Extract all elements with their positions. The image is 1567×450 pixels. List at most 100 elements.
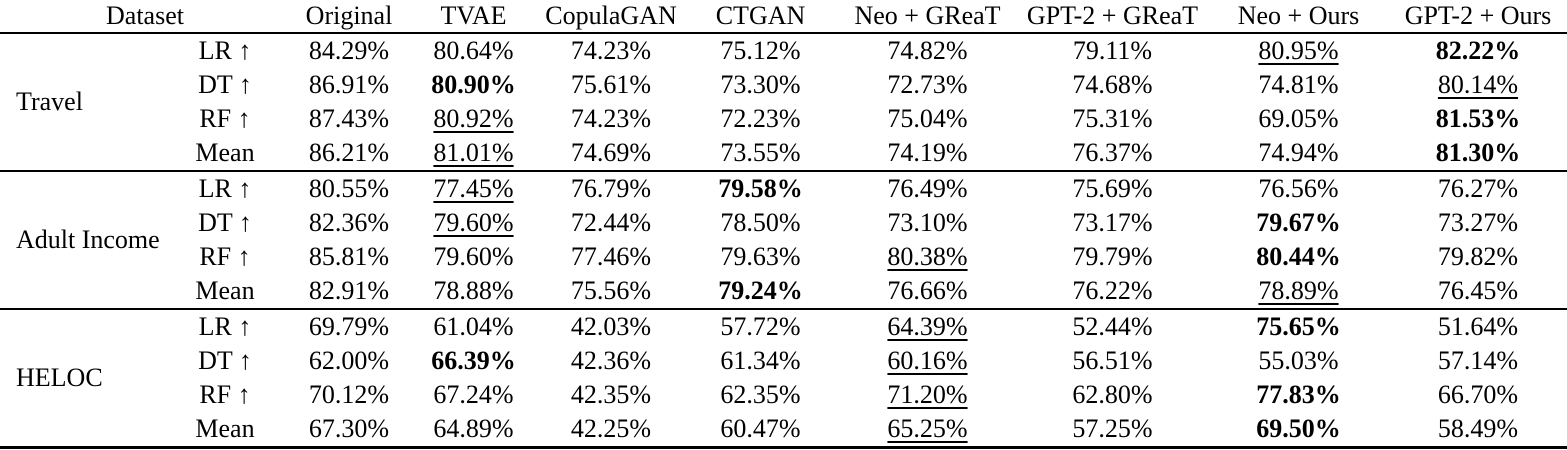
value-cell: 72.73% bbox=[887, 70, 968, 99]
value-cell-second-best: 77.45% bbox=[408, 170, 539, 206]
value-cell: 42.25% bbox=[570, 414, 652, 443]
value-cell: 75.61% bbox=[570, 70, 652, 99]
value-cell: 73.17% bbox=[1072, 208, 1153, 237]
value-cell-best: 69.50% bbox=[1256, 414, 1341, 443]
table-body: Travel LR ↑ 84.29% 80.64% 74.23% 75.12% 74.82%… bbox=[0, 33, 1567, 448]
value-cell: 61.04% bbox=[408, 308, 539, 344]
value-cell: 75.31% bbox=[1072, 104, 1153, 133]
metric-label: Mean bbox=[195, 138, 255, 167]
metric-label: DT ↑ bbox=[198, 208, 252, 237]
column-header-neo-ours: Neo + Ours bbox=[1208, 0, 1389, 34]
value-cell: 42.35% bbox=[570, 380, 652, 409]
value-cell: 74.68% bbox=[1072, 70, 1153, 99]
value-cell-best: 66.39% bbox=[431, 346, 516, 375]
value-cell: 57.14% bbox=[1437, 346, 1519, 375]
value-cell: 86.21% bbox=[308, 138, 390, 167]
value-cell-second-best: 80.92% bbox=[433, 104, 514, 133]
dataset-label-adult-income: Adult Income bbox=[0, 170, 160, 309]
value-cell: 70.12% bbox=[308, 380, 390, 409]
value-cell: 73.30% bbox=[720, 70, 801, 99]
value-cell: 78.88% bbox=[433, 276, 514, 305]
table-row: RF ↑ 70.12% 67.24% 42.35% 62.35% 71.20% 62.80%… bbox=[0, 378, 1567, 412]
value-cell-second-best: 80.95% bbox=[1258, 36, 1339, 65]
metric-label: DT ↑ bbox=[198, 70, 252, 99]
value-cell: 85.81% bbox=[308, 242, 390, 271]
value-cell: 67.30% bbox=[308, 414, 390, 443]
value-cell-best: 75.65% bbox=[1208, 308, 1389, 344]
value-cell: 76.66% bbox=[887, 276, 968, 305]
table-row: Travel LR ↑ 84.29% 80.64% 74.23% 75.12% 74.82%… bbox=[0, 33, 1567, 116]
value-cell-best: 79.58% bbox=[683, 170, 838, 206]
value-cell: 74.23% bbox=[570, 104, 652, 133]
metric-label: DT ↑ bbox=[198, 346, 252, 375]
value-cell: 74.82% bbox=[887, 36, 968, 65]
value-cell: 76.45% bbox=[1437, 276, 1519, 305]
column-header-ctgan: CTGAN bbox=[683, 0, 838, 34]
value-cell: 76.56% bbox=[1208, 170, 1389, 206]
value-cell: 79.63% bbox=[720, 242, 801, 271]
table-row: DT ↑ 62.00% 66.39% 42.36% 61.34% 60.16% 56.51%… bbox=[0, 344, 1567, 378]
value-cell: 69.05% bbox=[1258, 104, 1339, 133]
value-cell: 66.70% bbox=[1437, 380, 1519, 409]
value-cell: 62.35% bbox=[720, 380, 801, 409]
value-cell: 51.64% bbox=[1389, 308, 1567, 344]
value-cell-second-best: 60.16% bbox=[887, 346, 968, 375]
value-cell: 80.55% bbox=[290, 170, 408, 206]
metric-label: RF ↑ bbox=[199, 104, 251, 133]
column-header-dataset: Dataset bbox=[0, 0, 290, 34]
value-cell: 75.56% bbox=[570, 276, 652, 305]
value-cell-best: 77.83% bbox=[1256, 380, 1341, 409]
value-cell: 86.91% bbox=[308, 70, 390, 99]
value-cell: 74.23% bbox=[570, 36, 652, 65]
metric-label: RF ↑ bbox=[199, 242, 251, 271]
table-row: DT ↑ 86.91% 80.90% 75.61% 73.30% 72.73% 74.68%… bbox=[0, 68, 1567, 102]
value-cell-best: 80.44% bbox=[1256, 242, 1341, 271]
table-row: Adult Income LR ↑ 80.55% 77.45% 76.79% 79.58%… bbox=[0, 170, 1567, 309]
value-cell: 72.44% bbox=[570, 208, 652, 237]
value-cell: 74.19% bbox=[887, 138, 968, 167]
value-cell: 80.64% bbox=[433, 36, 514, 65]
value-cell: 87.43% bbox=[308, 104, 390, 133]
value-cell: 76.79% bbox=[539, 170, 683, 206]
value-cell: 57.25% bbox=[1072, 414, 1153, 443]
value-cell-second-best: 78.89% bbox=[1258, 276, 1339, 305]
value-cell-second-best: 81.01% bbox=[433, 138, 514, 167]
column-header-copulagan: CopulaGAN bbox=[539, 0, 683, 34]
table-row: DT ↑ 82.36% 79.60% 72.44% 78.50% 73.10% 73.17%… bbox=[0, 206, 1567, 240]
value-cell: 52.44% bbox=[1017, 308, 1208, 344]
metric-label: Mean bbox=[195, 414, 255, 443]
value-cell: 74.94% bbox=[1258, 138, 1339, 167]
value-cell: 73.55% bbox=[720, 138, 801, 167]
value-cell: 75.69% bbox=[1017, 170, 1208, 206]
value-cell: 75.04% bbox=[887, 104, 968, 133]
column-header-gpt2-great: GPT-2 + GReaT bbox=[1017, 0, 1208, 34]
header-row: Dataset Original TVAE CopulaGAN CTGAN Ne… bbox=[0, 0, 1567, 34]
value-cell: 82.91% bbox=[308, 276, 390, 305]
value-cell: 76.22% bbox=[1072, 276, 1153, 305]
value-cell: 78.50% bbox=[720, 208, 801, 237]
value-cell: 42.03% bbox=[539, 308, 683, 344]
value-cell: 57.72% bbox=[683, 308, 838, 344]
table-row: Mean 82.91% 78.88% 75.56% 79.24% 76.66% 76.22%… bbox=[0, 274, 1567, 309]
metric-label: LR ↑ bbox=[160, 308, 290, 344]
value-cell: 62.00% bbox=[308, 346, 390, 375]
metric-label: RF ↑ bbox=[199, 380, 251, 409]
dataset-label-heloc: HELOC bbox=[0, 308, 160, 448]
table-row: RF ↑ 87.43% 80.92% 74.23% 72.23% 75.04% 75.31%… bbox=[0, 102, 1567, 136]
value-cell: 76.27% bbox=[1389, 170, 1567, 206]
table-row: Mean 67.30% 64.89% 42.25% 60.47% 65.25% 57.25%… bbox=[0, 412, 1567, 448]
value-cell: 61.34% bbox=[720, 346, 801, 375]
value-cell-best: 79.24% bbox=[718, 276, 803, 305]
value-cell: 58.49% bbox=[1437, 414, 1519, 443]
value-cell: 79.82% bbox=[1437, 242, 1519, 271]
value-cell: 79.11% bbox=[1072, 36, 1153, 65]
metric-label: Mean bbox=[195, 276, 255, 305]
value-cell: 56.51% bbox=[1072, 346, 1153, 375]
value-cell: 64.89% bbox=[433, 414, 514, 443]
value-cell: 55.03% bbox=[1258, 346, 1339, 375]
metric-label: LR ↑ bbox=[198, 36, 252, 65]
column-header-gpt2-ours: GPT-2 + Ours bbox=[1389, 0, 1567, 34]
value-cell-second-best: 64.39% bbox=[838, 308, 1017, 344]
